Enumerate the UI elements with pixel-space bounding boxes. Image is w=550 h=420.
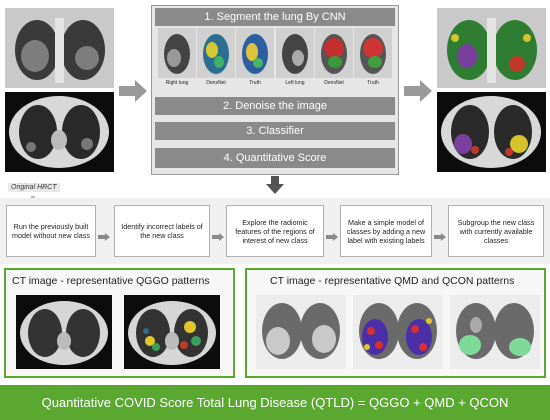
step-denoise-label: 2. Denoise the image bbox=[223, 100, 327, 112]
thumb-truth-right bbox=[236, 28, 274, 78]
output-ct-axial bbox=[437, 92, 546, 172]
flow-step-identify-labels-text: Identify incorrect labels of the new cla… bbox=[121, 222, 203, 240]
step-segment: 1. Segment the lung By CNN bbox=[155, 8, 395, 26]
thumb-densnet-left bbox=[315, 28, 353, 78]
flow-arrow-4 bbox=[434, 226, 446, 241]
thumb-right-lung bbox=[158, 28, 196, 78]
caption-truth-1: Truth bbox=[249, 80, 261, 86]
qggo-ct-plain bbox=[16, 295, 112, 369]
flow-step-explore-features: Explore the radiomic features of the reg… bbox=[226, 205, 324, 257]
original-hrct-label: Original HRCT bbox=[8, 183, 60, 192]
flow-arrow-2 bbox=[212, 226, 224, 241]
step-quantitative-score: 4. Quantitative Score bbox=[155, 148, 395, 168]
flow-step-subgroup: Subgroup the new class with currently av… bbox=[448, 205, 544, 257]
step-segment-label: 1. Segment the lung By CNN bbox=[204, 11, 346, 23]
flow-step-subgroup-text: Subgroup the new class with currently av… bbox=[457, 217, 535, 245]
down-arrow-1 bbox=[269, 115, 281, 130]
qggo-panel-title: CT image - representative QGGO patterns bbox=[12, 275, 210, 287]
caption-left-lung: Left lung bbox=[285, 80, 305, 86]
caption-densnet-2: DensNet bbox=[324, 80, 344, 86]
caption-right-lung: Right lung bbox=[165, 80, 189, 86]
qmd-qcon-panel-title: CT image - representative QMD and QCON p… bbox=[270, 275, 515, 287]
flow-step-explore-features-text: Explore the radiomic features of the reg… bbox=[235, 217, 315, 245]
step-quantitative-score-label: 4. Quantitative Score bbox=[223, 152, 327, 164]
qmd-ct-plain bbox=[256, 295, 346, 369]
qtld-formula-banner: Quantitative COVID Score Total Lung Dise… bbox=[0, 385, 550, 420]
step-classifier: 3. Classifier bbox=[155, 122, 395, 140]
step-classifier-label: 3. Classifier bbox=[246, 125, 304, 137]
caption-truth-2: Truth bbox=[367, 80, 379, 86]
arrow-right-2 bbox=[404, 80, 432, 102]
qcon-ct-overlay bbox=[450, 295, 540, 369]
thumb-left-lung bbox=[276, 28, 314, 78]
caption-densnet-1: DensNet bbox=[206, 80, 226, 86]
step-denoise: 2. Denoise the image bbox=[155, 97, 395, 115]
output-ct-coronal bbox=[437, 8, 546, 88]
down-arrow-main bbox=[266, 176, 284, 194]
flow-step-simple-model-text: Make a simple model of classes by adding… bbox=[346, 217, 426, 245]
thumb-densnet-right bbox=[197, 28, 235, 78]
flow-step-identify-labels: Identify incorrect labels of the new cla… bbox=[114, 205, 210, 257]
original-ct-coronal bbox=[5, 8, 114, 88]
flow-step-run-model-text: Run the previously built model without n… bbox=[12, 222, 90, 240]
arrow-right-1 bbox=[119, 80, 147, 102]
qmd-ct-overlay bbox=[353, 295, 443, 369]
thumb-truth-left bbox=[354, 28, 392, 78]
flow-arrow-1 bbox=[98, 226, 110, 241]
qggo-ct-overlay bbox=[124, 295, 220, 369]
segmentation-thumbnails: Right lung DensNet Truth Left lung DensN… bbox=[158, 28, 392, 90]
qtld-formula-text: Quantitative COVID Score Total Lung Dise… bbox=[41, 395, 509, 410]
flow-step-simple-model: Make a simple model of classes by adding… bbox=[340, 205, 432, 257]
down-arrow-2 bbox=[269, 140, 281, 155]
original-ct-axial bbox=[5, 92, 114, 172]
flow-step-run-model: Run the previously built model without n… bbox=[6, 205, 96, 257]
flow-arrow-3 bbox=[326, 226, 338, 241]
